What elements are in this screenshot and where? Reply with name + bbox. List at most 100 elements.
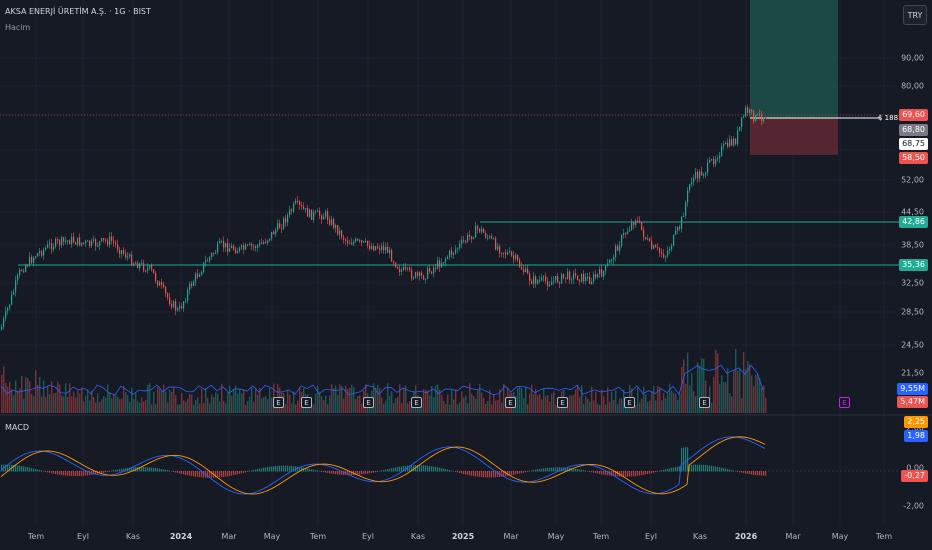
macd-histogram-bar [201,471,203,478]
price-candle [437,260,439,269]
volume-bar [261,398,263,413]
macd-histogram-bar [753,471,755,475]
price-candle [683,215,685,217]
macd-histogram-bar [511,471,513,476]
price-candle [273,231,275,235]
volume-bar [325,395,327,413]
macd-histogram-bar [719,467,721,472]
price-candle [61,237,63,246]
macd-histogram-bar [371,471,373,473]
volume-bar [535,388,537,413]
macd-histogram-bar [143,467,145,472]
volume-bar [137,400,139,413]
macd-histogram-bar [735,470,737,472]
earnings-badge[interactable]: E [411,397,422,408]
macd-histogram-bar [627,471,629,477]
volume-bar [9,381,11,413]
earnings-badge[interactable]: E [505,397,516,408]
volume-bar [219,401,221,413]
volume-bar [287,390,289,413]
price-candle [499,246,501,253]
price-candle [243,245,245,250]
macd-histogram-bar [229,471,231,476]
macd-histogram-bar [713,466,715,472]
volume-bar [339,384,341,413]
price-candle [657,247,659,249]
volume-bar [285,403,287,413]
macd-histogram-bar [27,467,29,472]
macd-histogram-bar [159,468,161,472]
macd-axis-label: -2,00 [903,501,924,511]
price-candle [647,238,649,240]
macd-histogram-bar [5,464,7,472]
earnings-badge[interactable]: E [624,397,635,408]
volume-bar [171,391,173,413]
volume-bar [679,393,681,413]
price-candle [575,273,577,276]
time-axis-label: May [547,532,565,541]
macd-histogram-bar [737,471,739,472]
volume-bar [439,389,441,413]
macd-histogram-bar [293,466,295,472]
price-candle [705,172,707,175]
macd-histogram-bar [87,471,89,476]
price-candle [535,276,537,284]
price-candle [65,240,67,242]
earnings-badge[interactable]: E [273,397,284,408]
price-candle [299,201,301,206]
price-candle [537,280,539,284]
price-candle [441,262,443,268]
volume-bar [539,393,541,413]
price-candle [433,267,435,274]
currency-button[interactable]: TRY [903,5,927,25]
volume-bar [169,389,171,413]
macd-histogram-bar [521,471,523,474]
price-candle [569,271,571,281]
price-candle [435,267,437,269]
symbol-title[interactable]: AKSA ENERJİ ÜRETİM A.Ş. · 1G · BIST [5,7,151,16]
earnings-badge[interactable]: E [557,397,568,408]
price-candle [269,238,271,241]
macd-histogram-bar [535,469,537,472]
macd-histogram-bar [727,468,729,472]
volume-bar [195,399,197,413]
volume-bar [643,386,645,413]
volume-bar [313,404,315,413]
price-candle [627,231,629,234]
volume-bar [201,388,203,413]
volume-indicator-label[interactable]: Hacim [5,23,31,32]
price-candle [129,254,131,257]
macd-histogram-bar [389,468,391,472]
macd-indicator-label[interactable]: MACD [5,423,29,432]
volume-bar [649,400,651,413]
macd-histogram-bar [471,471,473,476]
macd-histogram-bar [575,468,577,472]
volume-bar [225,403,227,413]
macd-histogram-bar [173,471,175,473]
price-candle [19,269,21,276]
earnings-badge[interactable]: E [699,397,710,408]
macd-line [0,436,766,495]
volume-bar [275,403,277,413]
earnings-badge[interactable]: E [363,397,374,408]
price-candle [147,267,149,271]
volume-bar [243,388,245,413]
macd-histogram-bar [287,465,289,472]
price-candle [319,210,321,216]
macd-histogram-bar [505,471,507,477]
price-candle [725,142,727,145]
upcoming-earnings-badge[interactable]: E [839,397,850,408]
volume-bar [553,391,555,413]
macd-histogram-bar [109,471,111,472]
earnings-badge[interactable]: E [301,397,312,408]
volume-bar [445,404,447,413]
volume-bar [319,392,321,413]
volume-bar [191,394,193,413]
macd-histogram-bar [249,470,251,472]
volume-bar [59,384,61,413]
macd-histogram-bar [73,471,75,477]
volume-bar [621,398,623,413]
macd-histogram-bar [57,471,59,475]
volume-bar [683,359,685,413]
